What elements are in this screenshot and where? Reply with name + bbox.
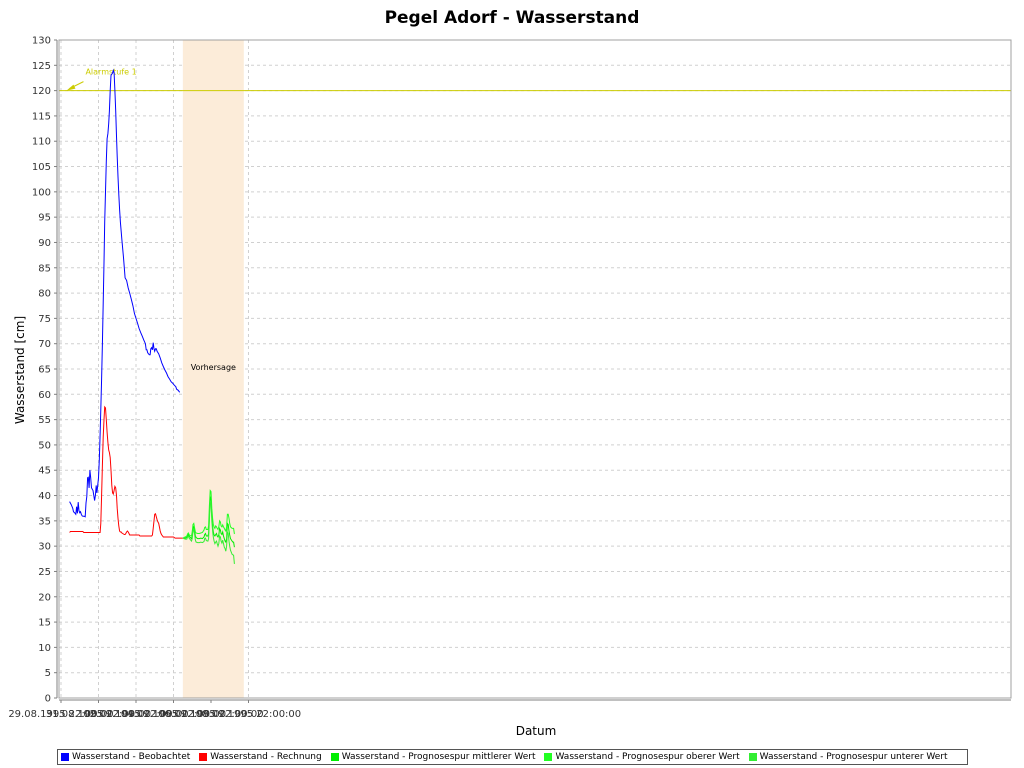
y-tick-label: 115 bbox=[32, 111, 51, 122]
y-tick-label: 65 bbox=[38, 365, 51, 376]
y-tick-label: 30 bbox=[38, 542, 51, 553]
y-tick-label: 100 bbox=[32, 187, 51, 198]
y-tick-label: 110 bbox=[32, 137, 51, 148]
y-tick-label: 125 bbox=[32, 61, 51, 72]
y-tick-label: 105 bbox=[32, 162, 51, 173]
legend-swatch bbox=[61, 753, 69, 761]
y-tick-label: 130 bbox=[32, 36, 51, 47]
x-tick-label: 29.08.1995 22:00:00 bbox=[8, 709, 113, 720]
x-tick-label: 08.09.1995 22:00:00 bbox=[196, 709, 301, 720]
x-tick-label: 31.08.1995 22:00:00 bbox=[46, 709, 151, 720]
legend-swatch bbox=[199, 753, 208, 761]
legend-swatch bbox=[544, 753, 553, 761]
y-tick-label: 35 bbox=[38, 516, 51, 527]
legend-item-1: Wasserstand - Beobachtet bbox=[61, 752, 190, 762]
alarm-line: Alarmstufe 1 bbox=[59, 68, 1011, 92]
y-tick-label: 85 bbox=[38, 263, 51, 274]
y-tick-label: 120 bbox=[32, 86, 51, 97]
alarm-level-label: Alarmstufe 1 bbox=[85, 68, 136, 77]
y-tick-label: 80 bbox=[38, 289, 51, 300]
plot-border bbox=[58, 39, 1012, 699]
y-tick-label: 60 bbox=[38, 390, 51, 401]
series-line-2 bbox=[69, 405, 183, 539]
y-tick-label: 10 bbox=[38, 643, 51, 654]
y-tick-label: 75 bbox=[38, 314, 51, 325]
y-tick-label: 15 bbox=[38, 618, 51, 629]
x-tick-label: 06.09.1995 22:00:00 bbox=[158, 709, 263, 720]
legend-item-3: Wasserstand - Prognosespur mittlerer Wer… bbox=[330, 752, 536, 762]
x-tick-label: 02.09.1995 22:00:00 bbox=[83, 709, 188, 720]
series-line-4 bbox=[182, 489, 235, 539]
y-tick-label: 0 bbox=[45, 694, 51, 705]
legend-label: Wasserstand - Prognosespur oberer Wert bbox=[555, 752, 740, 762]
legend-swatch bbox=[748, 753, 757, 761]
y-tick-label: 45 bbox=[38, 466, 51, 477]
y-axis-title: Wasserstand [cm] bbox=[13, 316, 27, 424]
axes: 0 5 10 15 20 25 30 35 40 45 50 55 60 65 70 75 80 85 90 95 10… bbox=[8, 36, 1012, 720]
legend: Wasserstand - Beobachtet Wasserstand - Re… bbox=[57, 749, 968, 765]
series-line-5 bbox=[182, 500, 235, 564]
series-lines bbox=[69, 68, 235, 564]
y-tick-label: 70 bbox=[38, 339, 51, 350]
y-tick-label: 55 bbox=[38, 415, 51, 426]
forecast-region-band bbox=[182, 40, 244, 698]
x-axis-title: Datum bbox=[516, 724, 557, 738]
y-tick-label: 5 bbox=[45, 668, 51, 679]
y-tick-label: 20 bbox=[38, 592, 51, 603]
legend-item-4: Wasserstand - Prognosespur oberer Wert bbox=[544, 752, 740, 762]
chart-title: Pegel Adorf - Wasserstand bbox=[385, 8, 640, 28]
y-tick-label: 25 bbox=[38, 567, 51, 578]
legend-swatch bbox=[330, 753, 339, 761]
legend-label: Wasserstand - Rechnung bbox=[210, 752, 322, 762]
forecast-region-label: Vorhersage bbox=[191, 363, 236, 372]
forecast-region: Vorhersage bbox=[182, 40, 244, 698]
y-tick-label: 90 bbox=[38, 238, 51, 249]
legend-label: Wasserstand - Beobachtet bbox=[72, 752, 191, 762]
y-tick-label: 95 bbox=[38, 213, 51, 224]
series-line-1 bbox=[69, 68, 181, 518]
legend-label: Wasserstand - Prognosespur unterer Wert bbox=[759, 752, 948, 762]
legend-label: Wasserstand - Prognosespur mittlerer Wer… bbox=[341, 752, 536, 762]
alarm-pointer-arrowhead bbox=[66, 84, 76, 91]
x-tick-label: 04.09.1995 22:00:00 bbox=[121, 709, 226, 720]
y-tick-label: 50 bbox=[38, 440, 51, 451]
legend-item-2: Wasserstand - Rechnung bbox=[199, 752, 322, 762]
y-tick-label: 40 bbox=[38, 491, 51, 502]
legend-item-5: Wasserstand - Prognosespur unterer Wert bbox=[748, 752, 948, 762]
